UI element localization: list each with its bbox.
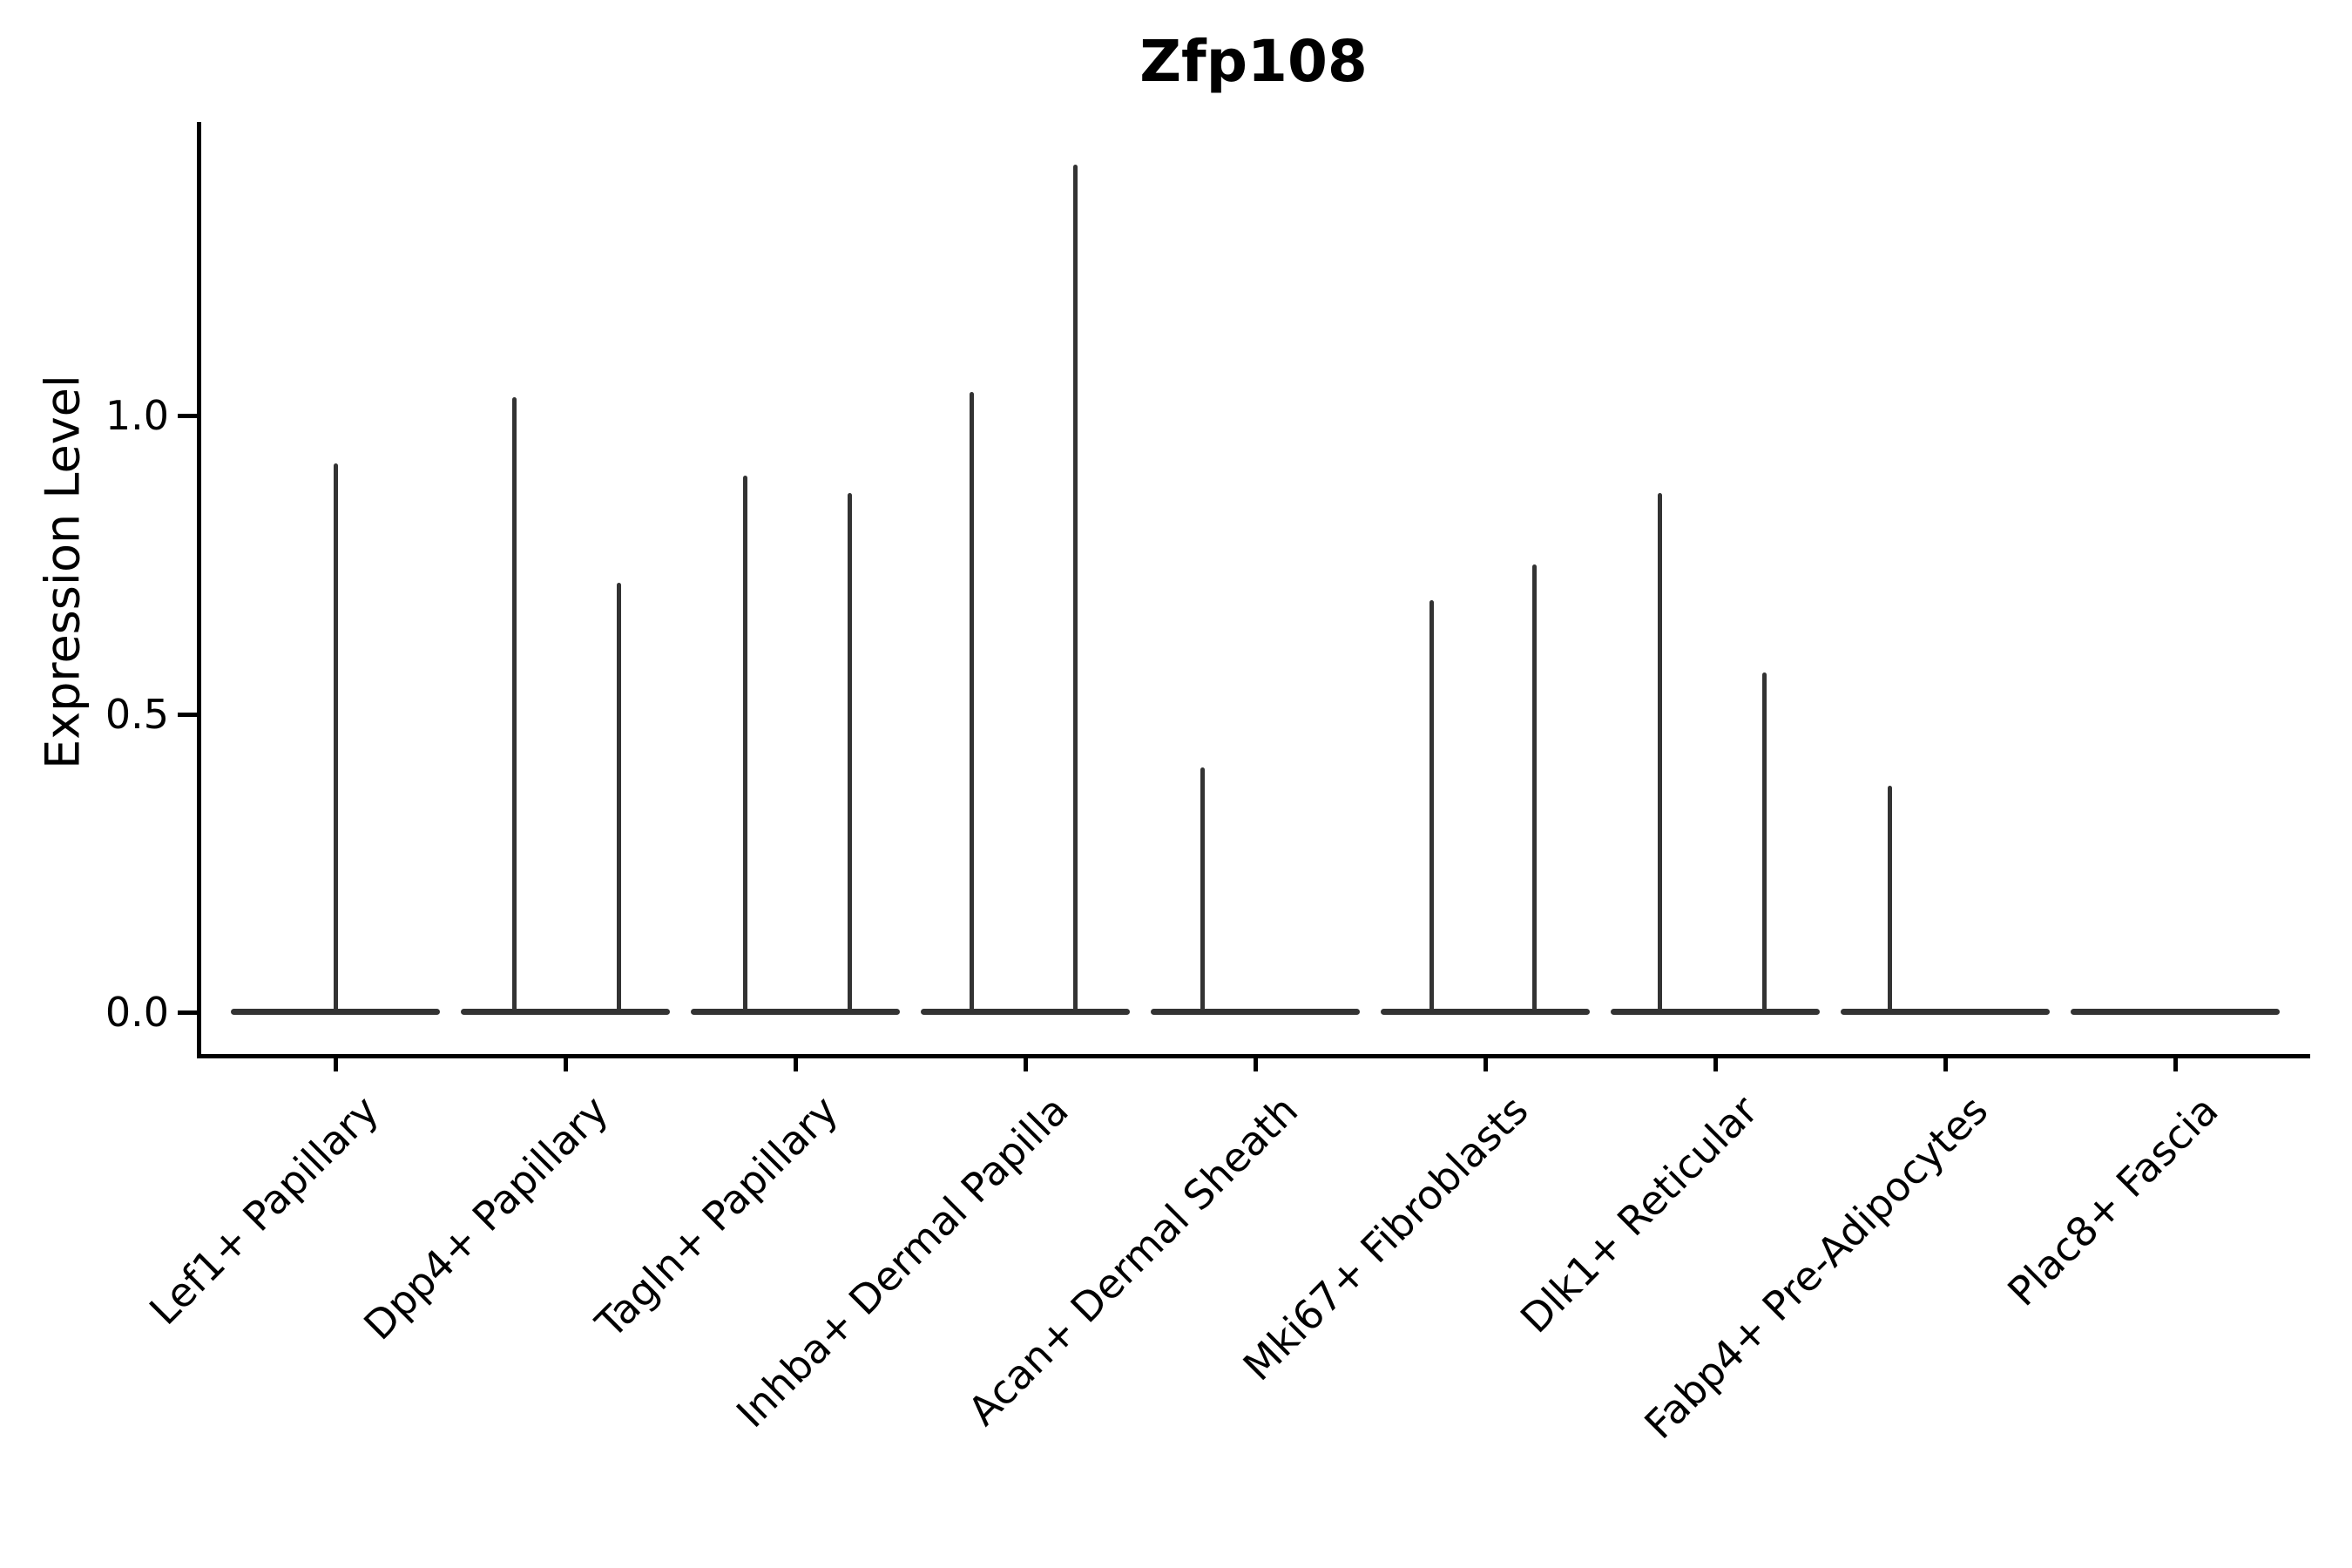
violin-spike (512, 397, 517, 1012)
x-tick-label: Lef1+ Papillary (139, 1086, 388, 1335)
violin-spike (1532, 564, 1537, 1012)
violin-spike (1762, 672, 1767, 1012)
violin-baseline (1151, 1009, 1360, 1015)
violin-baseline (1381, 1009, 1590, 1015)
y-axis-label: Expression Level (35, 375, 91, 769)
x-tick-mark (1254, 1054, 1258, 1071)
x-tick-label: Plac8+ Fascia (1998, 1086, 2227, 1315)
violin-baseline (691, 1009, 900, 1015)
x-tick-mark (1484, 1054, 1488, 1071)
x-tick-mark (2173, 1054, 2178, 1071)
x-tick-mark (1713, 1054, 1718, 1071)
x-tick-label: Dpp4+ Papillary (355, 1086, 618, 1349)
y-tick-mark (178, 414, 197, 418)
violin-baseline (1611, 1009, 1820, 1015)
violin-spike (743, 475, 747, 1012)
x-tick-mark (794, 1054, 798, 1071)
y-tick-mark (178, 712, 197, 717)
violin-spike (1888, 785, 1892, 1012)
x-tick-mark (334, 1054, 338, 1071)
violin-spike (970, 391, 974, 1012)
violin-baseline (1841, 1009, 2050, 1015)
x-tick-mark (564, 1054, 568, 1071)
y-tick-label: 0.5 (105, 690, 169, 738)
violin-spike (334, 463, 338, 1012)
y-axis-spine (197, 122, 201, 1058)
y-tick-label: 1.0 (105, 392, 169, 439)
chart-title: Zfp108 (1139, 28, 1368, 95)
violin-spike (1200, 767, 1205, 1012)
violin-spike (1073, 165, 1078, 1012)
x-tick-mark (1943, 1054, 1948, 1071)
violin-baseline (2071, 1009, 2280, 1015)
violin-baseline (921, 1009, 1130, 1015)
violin-spike (1658, 493, 1662, 1012)
violin-spike (617, 582, 621, 1012)
y-tick-mark (178, 1010, 197, 1015)
x-tick-label: Dlk1+ Reticular (1511, 1086, 1767, 1342)
violin-spike (1429, 600, 1434, 1012)
violin-spike (848, 493, 852, 1012)
y-tick-label: 0.0 (105, 989, 169, 1036)
violin-baseline (461, 1009, 670, 1015)
x-tick-label: Tagln+ Papillary (586, 1086, 848, 1348)
x-tick-mark (1024, 1054, 1028, 1071)
